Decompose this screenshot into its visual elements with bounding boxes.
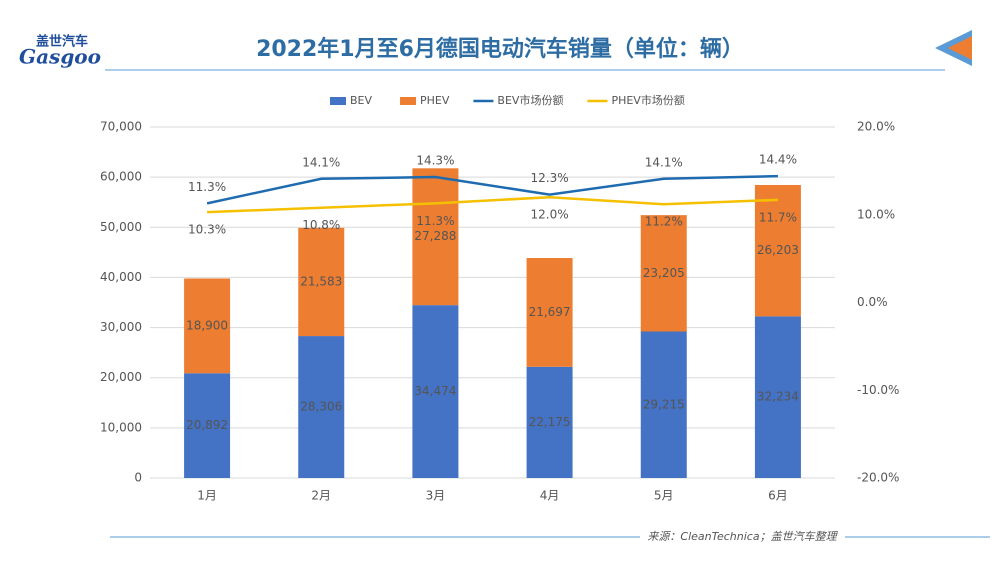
data-label: 11.2% bbox=[645, 215, 683, 229]
bar bbox=[526, 258, 573, 367]
data-label: 14.1% bbox=[645, 155, 683, 169]
legend-label: BEV市场份额 bbox=[497, 93, 563, 107]
data-label: 28,306 bbox=[300, 400, 342, 414]
bar bbox=[526, 366, 573, 478]
data-label: 11.3% bbox=[188, 180, 226, 194]
x-tick-label: 3月 bbox=[426, 489, 446, 503]
y-tick-label: 50,000 bbox=[100, 220, 142, 234]
x-tick-label: 2月 bbox=[311, 489, 331, 503]
data-label: 29,215 bbox=[643, 397, 685, 411]
data-label: 20,892 bbox=[186, 418, 228, 432]
x-tick-label: 1月 bbox=[197, 489, 217, 503]
legend-swatch bbox=[330, 97, 346, 105]
bar bbox=[754, 316, 801, 478]
y2-tick-label: 20.0% bbox=[857, 120, 895, 134]
y2-tick-label: -10.0% bbox=[857, 383, 899, 397]
legend-label: PHEV bbox=[420, 94, 450, 107]
data-label: 10.8% bbox=[302, 218, 340, 232]
data-label: 14.3% bbox=[416, 154, 454, 168]
data-label: 12.0% bbox=[531, 208, 569, 222]
data-label: 11.3% bbox=[416, 214, 454, 228]
data-label: 12.3% bbox=[531, 171, 569, 185]
bar bbox=[754, 184, 801, 317]
x-tick-label: 6月 bbox=[768, 489, 788, 503]
y-tick-label: 60,000 bbox=[100, 170, 142, 184]
y-tick-label: 20,000 bbox=[100, 370, 142, 384]
data-label: 22,175 bbox=[529, 415, 571, 429]
data-label: 14.1% bbox=[302, 155, 340, 169]
bar bbox=[298, 227, 345, 337]
y-tick-label: 30,000 bbox=[100, 320, 142, 334]
legend-swatch bbox=[400, 97, 417, 105]
bar bbox=[412, 305, 459, 478]
x-tick-label: 4月 bbox=[540, 489, 560, 503]
y-tick-label: 0 bbox=[134, 471, 142, 485]
bar bbox=[298, 336, 345, 478]
y-tick-label: 70,000 bbox=[100, 120, 142, 134]
y-tick-label: 40,000 bbox=[100, 270, 142, 284]
logo-en: Gasgoo bbox=[19, 45, 101, 69]
bar bbox=[640, 331, 687, 478]
data-label: 26,203 bbox=[757, 243, 799, 257]
legend-label: BEV bbox=[350, 94, 372, 107]
y-tick-label: 10,000 bbox=[100, 420, 142, 434]
y2-tick-label: -20.0% bbox=[857, 471, 899, 485]
bar bbox=[640, 215, 687, 332]
logo-cn: 盖世汽车 bbox=[36, 34, 88, 50]
y2-tick-label: 0.0% bbox=[857, 295, 888, 309]
data-label: 23,205 bbox=[643, 266, 685, 280]
data-label: 34,474 bbox=[414, 384, 456, 398]
data-label: 10.3% bbox=[188, 223, 226, 237]
data-label: 18,900 bbox=[186, 318, 228, 332]
line bbox=[206, 174, 778, 205]
bar bbox=[184, 373, 231, 478]
bar bbox=[184, 278, 231, 374]
data-label: 14.4% bbox=[759, 153, 797, 167]
y2-tick-label: 10.0% bbox=[857, 207, 895, 221]
data-label: 27,288 bbox=[414, 229, 456, 243]
line bbox=[207, 195, 778, 214]
data-label: 21,697 bbox=[529, 305, 571, 319]
source: 来源：CleanTechnica；盖世汽车整理 bbox=[647, 530, 838, 543]
data-label: 21,583 bbox=[300, 274, 342, 288]
data-label: 32,234 bbox=[757, 390, 799, 404]
bar bbox=[412, 168, 459, 306]
chart-title: 2022年1月至6月德国电动汽车销量（单位：辆） bbox=[256, 36, 744, 62]
data-label: 11.7% bbox=[759, 210, 797, 224]
legend-label: PHEV市场份额 bbox=[611, 93, 684, 107]
x-tick-label: 5月 bbox=[654, 489, 674, 503]
deco-arrow-orange bbox=[948, 36, 972, 60]
